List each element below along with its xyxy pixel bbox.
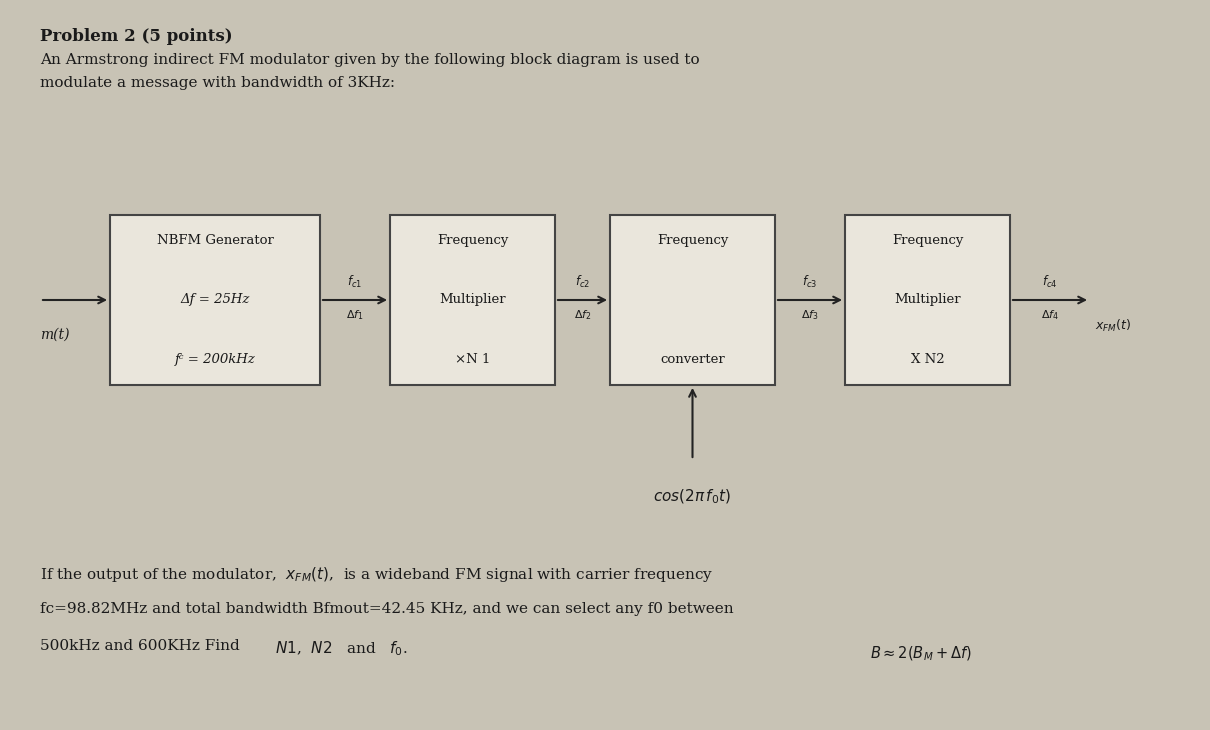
Text: $\mathit{\Delta f}_{3}$: $\mathit{\Delta f}_{3}$ [801, 308, 819, 322]
Bar [110, 215, 319, 385]
Bar [845, 215, 1010, 385]
Text: Frequency: Frequency [437, 234, 508, 247]
Text: $\mathit{\Delta f}_{2}$: $\mathit{\Delta f}_{2}$ [574, 308, 592, 322]
Text: $\mathit{f}_{c2}$: $\mathit{f}_{c2}$ [575, 274, 590, 290]
Text: Δf = 25Hz: Δf = 25Hz [180, 293, 249, 307]
Text: $\mathit{f}_{c3}$: $\mathit{f}_{c3}$ [802, 274, 818, 290]
Text: $\mathit{\Delta f}_{4}$: $\mathit{\Delta f}_{4}$ [1041, 308, 1059, 322]
Text: X N2: X N2 [911, 353, 944, 366]
Text: fc=98.82MHz and total bandwidth Bfmout=42.45 KHz, and we can select any f0 betwe: fc=98.82MHz and total bandwidth Bfmout=4… [40, 602, 733, 616]
Text: Multiplier: Multiplier [894, 293, 961, 307]
Text: $\mathit{f}_{c4}$: $\mathit{f}_{c4}$ [1042, 274, 1058, 290]
Text: $N1$,  $N2$   and   $f_0$.: $N1$, $N2$ and $f_0$. [275, 639, 408, 658]
Text: converter: converter [661, 353, 725, 366]
Text: 500kHz and 600KHz Find: 500kHz and 600KHz Find [40, 639, 249, 653]
Text: If the output of the modulator,  $x_{FM}(t)$,  is a wideband FM signal with carr: If the output of the modulator, $x_{FM}(… [40, 565, 713, 584]
Text: $\mathit{\Delta f}_{1}$: $\mathit{\Delta f}_{1}$ [346, 308, 364, 322]
Text: $\mathit{cos}(2\pi\,f_0 t)$: $\mathit{cos}(2\pi\,f_0 t)$ [653, 488, 732, 507]
Text: $x_{FM}(t)$: $x_{FM}(t)$ [1095, 318, 1131, 334]
Text: An Armstrong indirect FM modulator given by the following block diagram is used : An Armstrong indirect FM modulator given… [40, 53, 699, 67]
Text: m(t): m(t) [40, 328, 69, 342]
Bar [610, 215, 774, 385]
Text: fᶜ = 200kHz: fᶜ = 200kHz [174, 353, 255, 366]
Text: NBFM Generator: NBFM Generator [156, 234, 273, 247]
Text: Problem 2 (5 points): Problem 2 (5 points) [40, 28, 232, 45]
Text: $\mathit{f}_{c1}$: $\mathit{f}_{c1}$ [347, 274, 363, 290]
Text: modulate a message with bandwidth of 3KHz:: modulate a message with bandwidth of 3KH… [40, 76, 396, 90]
Text: ×N 1: ×N 1 [455, 353, 490, 366]
Text: Multiplier: Multiplier [439, 293, 506, 307]
Text: $B \approx 2(B_M + \Delta f)$: $B \approx 2(B_M + \Delta f)$ [870, 645, 972, 664]
Bar [390, 215, 555, 385]
Text: Frequency: Frequency [657, 234, 728, 247]
Text: Frequency: Frequency [892, 234, 963, 247]
